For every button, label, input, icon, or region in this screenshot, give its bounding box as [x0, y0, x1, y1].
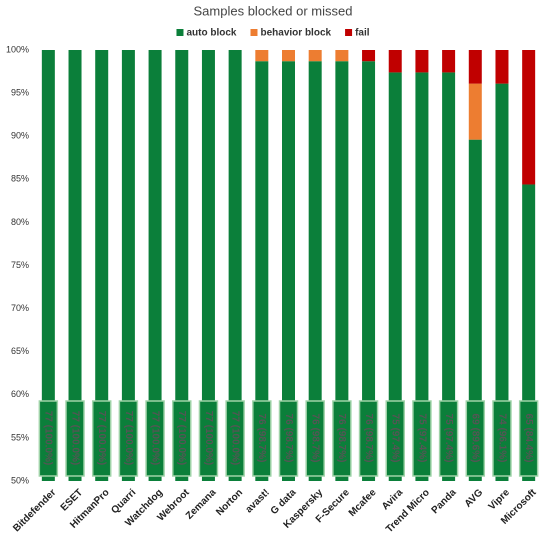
bar-segment [442, 50, 456, 73]
value-label-box [198, 400, 219, 477]
bar-segment [41, 50, 55, 481]
x-tick-label: avast! [244, 487, 272, 515]
bar-segment [468, 50, 482, 84]
value-label-box [225, 400, 245, 477]
y-tick-label: 90% [11, 131, 29, 141]
legend-swatch [176, 29, 184, 36]
x-tick-label: Norton [214, 487, 245, 518]
legend-swatch [250, 29, 258, 36]
bar-segment [282, 61, 295, 482]
value-label-box [358, 400, 379, 477]
bar-segment [522, 50, 536, 185]
value-label-box [38, 400, 59, 477]
bar-segment [362, 50, 376, 62]
legend-label: auto block [186, 28, 236, 39]
value-label-box [65, 400, 85, 477]
value-label-box [305, 400, 325, 477]
value-label-box [385, 400, 405, 477]
x-tick-label: Bitdefender [11, 487, 58, 534]
bar-segment [495, 83, 509, 482]
bar-segment [175, 50, 189, 481]
bar-segment [442, 72, 456, 482]
legend-swatch [345, 29, 353, 36]
x-tick-label: Panda [430, 487, 459, 516]
bar-segment [308, 61, 322, 482]
value-label: 75 (97.4%) [443, 414, 454, 463]
bar-segment [201, 50, 215, 481]
bar-segment [362, 61, 376, 482]
x-tick-label: Zemana [184, 487, 219, 522]
y-tick-label: 100% [6, 44, 29, 54]
value-label-box [145, 400, 165, 477]
y-tick-label: 55% [11, 432, 29, 442]
bar-segment [468, 83, 482, 140]
value-label-box [465, 400, 486, 477]
bar-segment [415, 50, 429, 73]
legend-label: fail [355, 28, 370, 39]
value-label: 74 (96.1%) [496, 414, 507, 463]
y-tick-label: 70% [11, 303, 29, 313]
value-label: 75 (97.4%) [416, 414, 427, 463]
y-tick-label: 85% [11, 174, 29, 184]
bar-segment [68, 50, 82, 481]
value-label-box [172, 400, 192, 477]
bar-segment [95, 50, 109, 481]
chart-title: Samples blocked or missed [194, 3, 353, 18]
bar-segment [148, 50, 162, 481]
bar-segment [308, 50, 322, 62]
legend-label: behavior block [260, 28, 331, 39]
bar-segment [282, 50, 295, 62]
value-label-box [438, 400, 459, 477]
value-label: 76 (98.7%) [363, 414, 374, 463]
value-label-box [412, 400, 432, 477]
y-tick-label: 50% [11, 475, 29, 485]
bar-segment [468, 139, 482, 481]
value-label: 77 (100.0%) [176, 411, 187, 465]
bar-segment [388, 72, 402, 482]
y-tick-label: 95% [11, 87, 29, 97]
value-label: 75 (97.4%) [390, 414, 401, 463]
legend: auto block behavior block fail [176, 28, 370, 39]
value-label: 77 (100.0%) [149, 411, 160, 465]
bar-segment [121, 50, 135, 481]
bar-segment [335, 50, 349, 62]
value-label: 76 (98.7%) [310, 414, 321, 463]
value-label: 77 (100.0%) [229, 411, 240, 465]
value-label-box [332, 400, 352, 477]
value-label-box [492, 400, 512, 477]
y-tick-label: 65% [11, 346, 29, 356]
y-tick-label: 80% [11, 217, 29, 227]
value-label: 77 (100.0%) [69, 411, 80, 465]
y-tick-label: 60% [11, 389, 29, 399]
x-tick-label: AVG [463, 487, 486, 510]
value-label-box [518, 400, 539, 477]
value-label-box [278, 400, 299, 477]
bar-segment [335, 61, 349, 482]
bar-segment [255, 61, 269, 482]
value-label: 76 (98.7%) [283, 414, 294, 463]
bar-segment [255, 50, 269, 62]
value-label-box [91, 400, 112, 477]
value-label: 65 (84.4%) [523, 414, 534, 463]
value-label: 77 (100.0%) [43, 411, 54, 465]
bar-segment [495, 50, 509, 84]
bar-segment [228, 50, 242, 481]
value-label: 77 (100.0%) [96, 411, 107, 465]
value-label: 77 (100.0%) [123, 411, 134, 465]
value-label-box [118, 400, 139, 477]
x-tick-label: Mcafee [347, 487, 379, 519]
bar-segment [388, 50, 402, 73]
value-label: 76 (98.7%) [256, 414, 267, 463]
value-label: 76 (98.7%) [336, 414, 347, 463]
value-label-box [252, 400, 272, 477]
bar-segment [415, 72, 429, 482]
value-label: 69 (89.6%) [470, 414, 481, 463]
y-tick-label: 75% [11, 260, 29, 270]
value-label: 77 (100.0%) [203, 411, 214, 465]
